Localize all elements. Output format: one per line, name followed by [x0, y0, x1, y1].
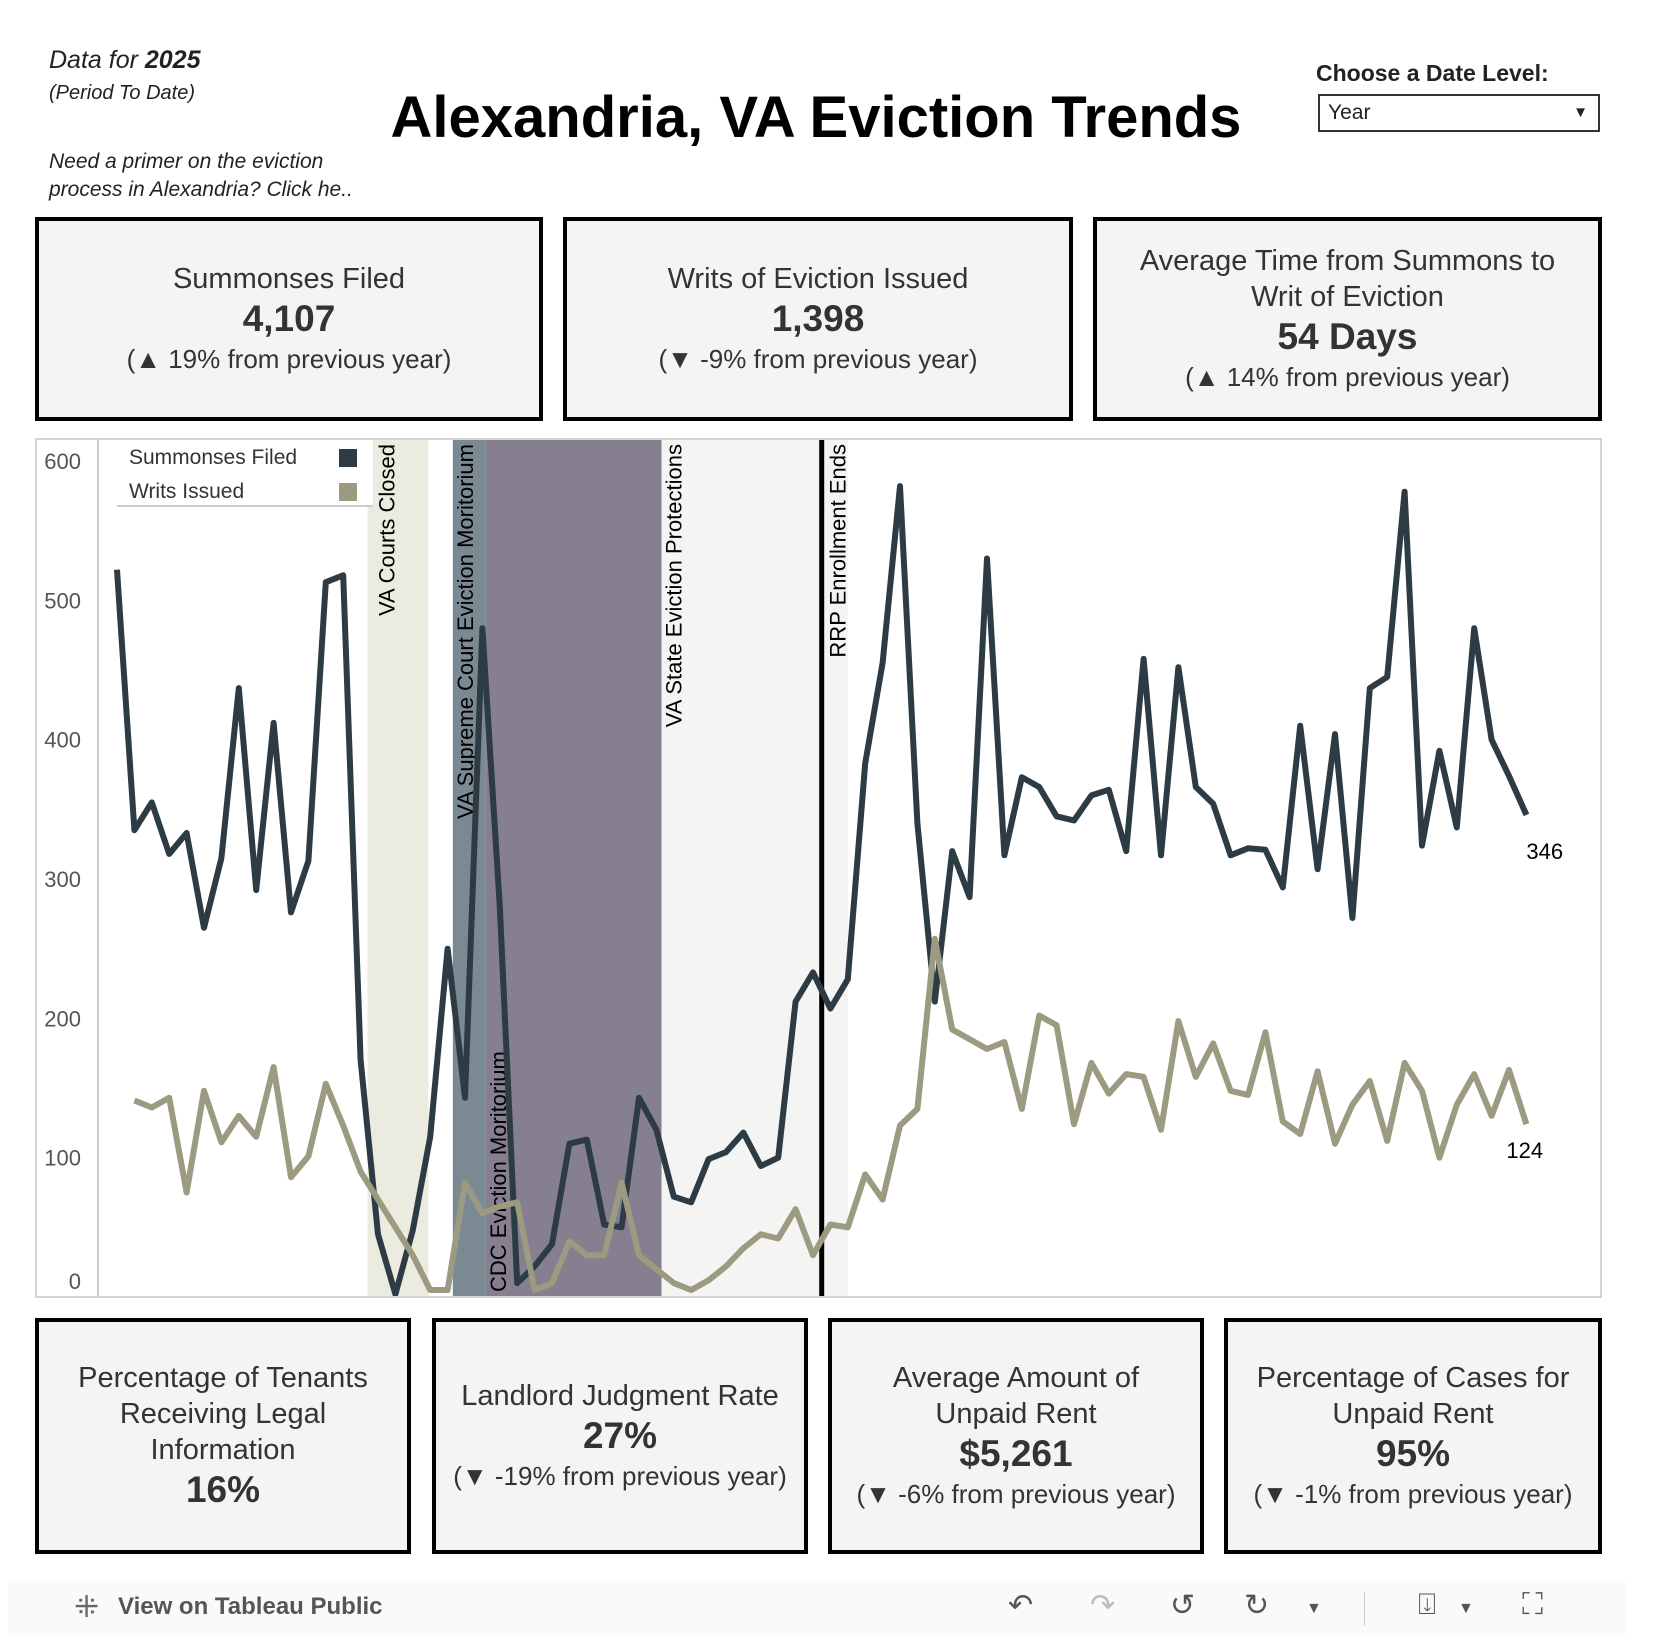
period-label: (Period To Date) — [49, 82, 195, 104]
revert-icon[interactable]: ↺ — [1170, 1589, 1196, 1622]
legend-label: Summonses Filed — [129, 446, 297, 469]
fullscreen-icon[interactable]: ⛶ — [1522, 1588, 1543, 1621]
legend-box — [117, 440, 373, 506]
legend-label: Writs Issued — [129, 480, 244, 503]
tableau-toolbar — [8, 1580, 1626, 1636]
kpi-summonses: Summonses Filed 4,107 (▲ 19% from previous… — [35, 217, 543, 421]
tableau-logo-icon: ⁜ — [74, 1591, 100, 1624]
legend-swatch — [339, 449, 357, 467]
eviction-trend-chart: VA Courts Closed VA Supreme Court Evictio… — [35, 438, 1602, 1298]
download-dropdown-icon[interactable]: ▼ — [1458, 1600, 1474, 1617]
view-on-tableau-link[interactable]: View on Tableau Public — [118, 1593, 383, 1620]
refresh-dropdown-icon[interactable]: ▼ — [1306, 1600, 1322, 1617]
annotation-band — [367, 440, 429, 1297]
date-level-label: Choose a Date Level: — [1316, 60, 1549, 86]
kpi-unpaid-rent-cases: Percentage of Cases for Unpaid Rent 95% (▼… — [1224, 1318, 1602, 1554]
y-tick-label: 600 — [44, 449, 81, 474]
date-level-dropdown[interactable]: Year ▼ — [1318, 94, 1600, 132]
date-level-value: Year — [1328, 101, 1371, 124]
annotation-band — [452, 440, 486, 1297]
series-line-summonses — [114, 483, 1530, 1298]
annotation-label: RRP Enrollment Ends — [826, 444, 851, 658]
refresh-icon[interactable]: ↻ — [1244, 1589, 1270, 1622]
y-tick-label: 500 — [44, 588, 81, 613]
chevron-down-icon: ▼ — [1573, 104, 1588, 121]
toolbar-divider — [1364, 1592, 1365, 1626]
kpi-avg-time: Average Time from Summons to Writ of Evi… — [1093, 217, 1602, 421]
primer-link[interactable]: Need a primer on the eviction process in … — [49, 150, 353, 201]
annotation-label: VA State Eviction Protections — [662, 444, 687, 727]
y-tick-label: 200 — [44, 1006, 81, 1031]
annotation-label: VA Supreme Court Eviction Moritorium — [453, 444, 478, 819]
end-value-label: 346 — [1526, 839, 1563, 864]
y-tick-label: 0 — [69, 1269, 81, 1294]
end-value-label: 124 — [1506, 1138, 1543, 1163]
y-tick-label: 100 — [44, 1146, 81, 1171]
y-tick-label: 300 — [44, 867, 81, 892]
download-icon[interactable]: ⍗ — [1418, 1588, 1436, 1621]
chart-svg: VA Courts Closed VA Supreme Court Evictio… — [44, 440, 1563, 1298]
kpi-legal-info: Percentage of Tenants Receiving Legal In… — [35, 1318, 411, 1554]
redo-icon[interactable]: ↷ — [1090, 1589, 1116, 1622]
kpi-unpaid-rent: Average Amount of Unpaid Rent $5,261 (▼ -6… — [828, 1318, 1204, 1554]
undo-icon[interactable]: ↶ — [1008, 1589, 1034, 1622]
data-year-label: Data for 2025 — [49, 46, 201, 74]
kpi-writs: Writs of Eviction Issued 1,398 (▼ -9% from… — [563, 217, 1073, 421]
kpi-judgment-rate: Landlord Judgment Rate 27% (▼ -19% from pr… — [432, 1318, 808, 1554]
legend-swatch — [339, 483, 357, 501]
page-title: Alexandria, VA Eviction Trends — [390, 85, 1242, 150]
annotation-label: VA Courts Closed — [375, 444, 400, 616]
y-tick-label: 400 — [44, 728, 81, 753]
